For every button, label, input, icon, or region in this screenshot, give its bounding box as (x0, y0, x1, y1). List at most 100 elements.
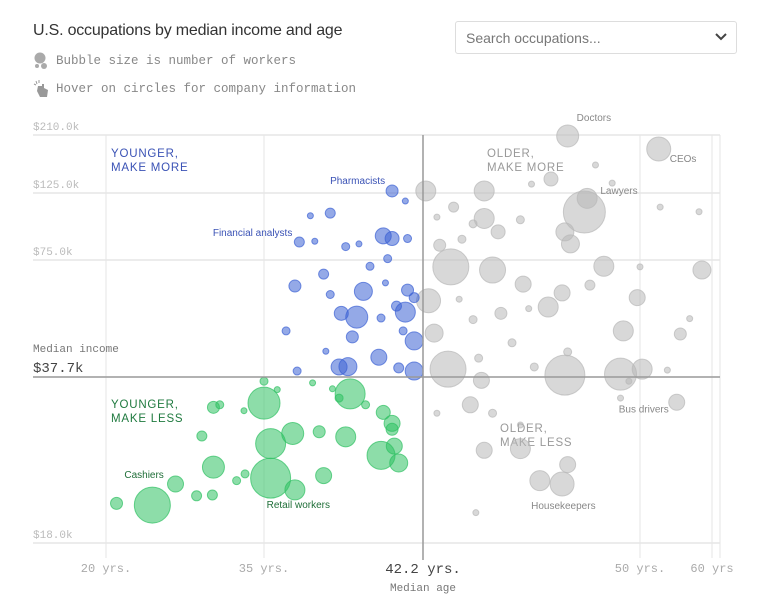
occupation-bubble[interactable] (591, 161, 599, 169)
occupation-bubble[interactable] (433, 409, 441, 417)
occupation-bubble[interactable] (608, 179, 616, 187)
occupation-bubble[interactable] (559, 456, 577, 474)
occupation-bubble[interactable] (259, 376, 269, 386)
occupation-bubble[interactable] (345, 330, 359, 344)
occupation-bubble[interactable] (507, 338, 517, 348)
occupation-bubble[interactable] (110, 496, 124, 510)
occupation-bubble[interactable] (560, 234, 580, 254)
occupation-bubble[interactable] (250, 457, 292, 499)
occupation-bubble[interactable] (334, 378, 366, 410)
occupation-bubble[interactable] (628, 289, 646, 307)
occupation-bubble[interactable] (273, 386, 281, 394)
occupation-bubble[interactable] (429, 350, 467, 388)
occupation-bubble[interactable] (385, 437, 403, 455)
occupation-bubble[interactable] (544, 354, 586, 396)
occupation-bubble[interactable] (604, 357, 638, 391)
occupation-bubble[interactable] (215, 400, 225, 410)
occupation-bubble[interactable] (370, 348, 388, 366)
occupation-bubble[interactable] (494, 306, 508, 320)
occupation-bubble[interactable] (167, 475, 185, 493)
occupation-bubble[interactable] (401, 283, 415, 297)
occupation-bubble[interactable] (656, 203, 664, 211)
occupation-bubble[interactable] (479, 256, 507, 284)
occupation-bubble[interactable] (529, 362, 539, 372)
occupation-bubble[interactable] (318, 268, 330, 280)
occupation-bubble[interactable] (376, 313, 386, 323)
occupation-bubble[interactable] (415, 180, 437, 202)
occupation-bubble[interactable] (292, 366, 302, 376)
occupation-bubble[interactable] (472, 509, 480, 517)
occupation-bubble[interactable] (391, 300, 402, 312)
occupation-bubble[interactable] (473, 207, 495, 229)
occupation-bubble[interactable] (341, 242, 351, 252)
occupation-bubble[interactable] (381, 279, 389, 287)
occupation-bubble[interactable] (549, 471, 575, 497)
occupation-bubble[interactable] (525, 305, 533, 313)
occupation-bubble[interactable] (196, 430, 208, 442)
occupation-bubble[interactable] (201, 455, 225, 479)
occupation-bubble[interactable] (191, 490, 203, 502)
occupation-bubble[interactable] (695, 208, 703, 216)
occupation-bubble[interactable] (673, 327, 687, 341)
occupation-bubble[interactable] (455, 295, 463, 303)
occupation-bubble[interactable] (133, 486, 171, 524)
occupation-bubble[interactable] (315, 467, 333, 485)
occupation-bubble[interactable] (636, 263, 644, 271)
occupation-bubble[interactable] (617, 394, 625, 402)
occupation-bubble[interactable] (488, 408, 498, 418)
occupation-bubble[interactable] (515, 215, 525, 225)
search-occupations-dropdown[interactable] (455, 21, 737, 54)
occupation-bubble[interactable] (553, 284, 571, 302)
occupation-bubble[interactable] (528, 180, 535, 188)
occupation-bubble[interactable] (646, 136, 672, 162)
occupation-bubble[interactable] (375, 404, 391, 420)
occupation-bubble[interactable] (408, 292, 420, 304)
occupation-bubble[interactable] (612, 320, 634, 342)
occupation-bubble[interactable] (393, 362, 405, 374)
occupation-bubble[interactable] (537, 296, 559, 318)
occupation-bubble[interactable] (333, 305, 349, 321)
occupation-bubble[interactable] (509, 438, 531, 460)
occupation-bubble[interactable] (288, 279, 302, 293)
occupation-bubble[interactable] (475, 441, 493, 459)
occupation-bubble[interactable] (686, 315, 694, 323)
occupation-bubble[interactable] (468, 315, 478, 325)
occupation-bubble[interactable] (383, 254, 393, 264)
occupation-bubble[interactable] (247, 386, 281, 420)
occupation-bubble[interactable] (472, 371, 490, 389)
occupation-bubble[interactable] (448, 201, 460, 213)
occupation-bubble[interactable] (404, 331, 424, 351)
occupation-bubble[interactable] (384, 231, 400, 247)
occupation-bubble[interactable] (416, 288, 442, 314)
occupation-bubble[interactable] (312, 425, 326, 439)
occupation-bubble[interactable] (461, 396, 479, 414)
occupation-bubble[interactable] (514, 275, 532, 293)
occupation-bubble[interactable] (240, 407, 248, 415)
occupation-bubble[interactable] (240, 469, 250, 479)
occupation-bubble[interactable] (324, 207, 336, 219)
occupation-bubble[interactable] (398, 326, 408, 336)
occupation-bubble[interactable] (232, 476, 242, 486)
occupation-bubble[interactable] (389, 453, 409, 473)
search-input[interactable] (464, 28, 714, 47)
occupation-bubble[interactable] (424, 323, 444, 343)
occupation-bubble[interactable] (474, 353, 484, 363)
occupation-bubble[interactable] (401, 197, 409, 205)
occupation-bubble[interactable] (584, 279, 596, 291)
occupation-bubble[interactable] (625, 377, 633, 385)
occupation-bubble[interactable] (255, 428, 287, 460)
occupation-bubble[interactable] (576, 187, 598, 209)
occupation-bubble[interactable] (322, 347, 330, 355)
occupation-bubble[interactable] (330, 358, 348, 376)
occupation-bubble[interactable] (365, 261, 375, 271)
occupation-bubble[interactable] (473, 180, 495, 202)
occupation-bubble[interactable] (692, 260, 712, 280)
occupation-bubble[interactable] (335, 426, 357, 448)
occupation-bubble[interactable] (433, 213, 441, 221)
occupation-bubble[interactable] (385, 422, 399, 436)
occupation-bubble[interactable] (663, 366, 671, 374)
occupation-bubble[interactable] (206, 489, 218, 501)
occupation-bubble[interactable] (457, 234, 467, 244)
occupation-bubble[interactable] (385, 184, 399, 198)
occupation-bubble[interactable] (293, 236, 305, 248)
